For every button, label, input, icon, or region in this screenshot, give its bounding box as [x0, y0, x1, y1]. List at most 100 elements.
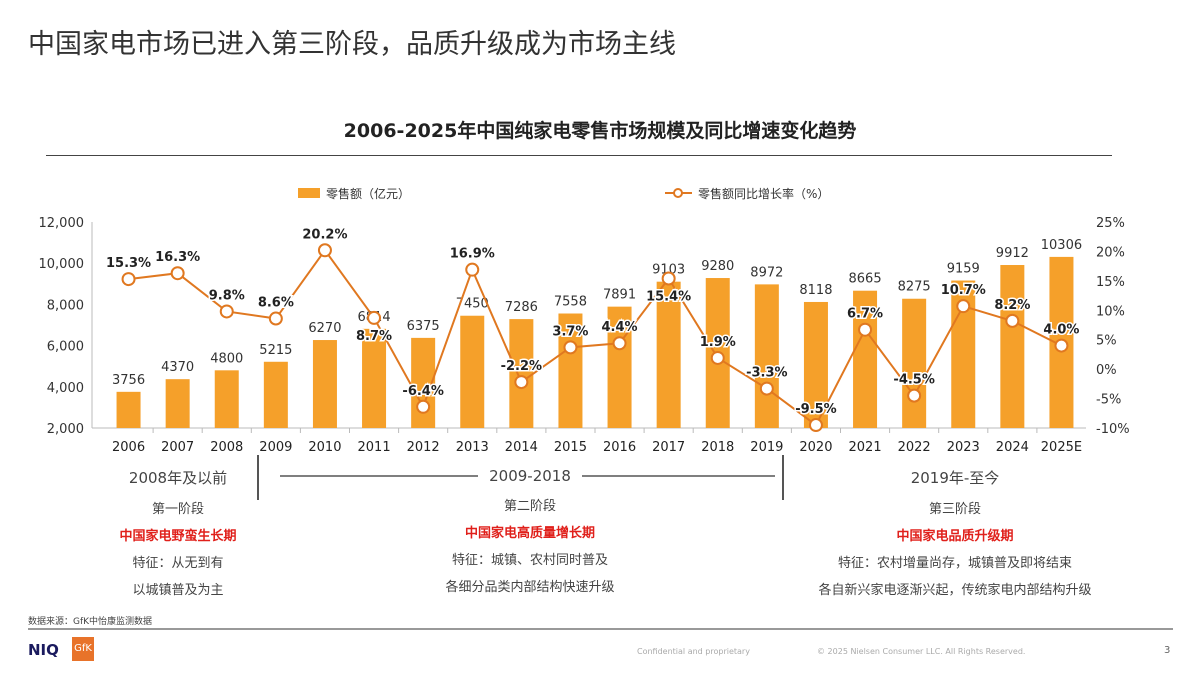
- stage-theme: 中国家电高质量增长期: [464, 526, 595, 541]
- bar: [803, 301, 828, 428]
- growth-point: [268, 311, 283, 326]
- right-tick-label: 15%: [1096, 275, 1125, 290]
- growth-point: [612, 336, 627, 351]
- bar-value-label: 9912: [996, 246, 1029, 261]
- x-tick-label: 2009: [259, 440, 292, 455]
- legend-line-marker: [673, 188, 683, 198]
- bar-value-label: 7558: [554, 295, 587, 310]
- bar: [607, 306, 632, 428]
- bar-value-label: 4800: [210, 351, 243, 366]
- stage-desc: 以城镇普及为主: [132, 583, 224, 598]
- growth-point: [317, 243, 332, 258]
- bar: [116, 391, 141, 428]
- copyright-text: © 2025 Nielsen Consumer LLC. All Rights …: [817, 647, 1026, 656]
- growth-point: [465, 262, 480, 277]
- legend-bar-label: 零售额（亿元）: [326, 186, 410, 201]
- right-tick-label: 10%: [1096, 304, 1125, 319]
- stage-period: 2009-2018: [489, 467, 571, 485]
- growth-point: [808, 418, 823, 433]
- stage-theme: 中国家电野蛮生长期: [119, 529, 237, 544]
- niq-logo: NIQ: [28, 641, 59, 659]
- growth-point: [759, 381, 774, 396]
- growth-value-label: 15.3%: [106, 256, 151, 271]
- footer-divider: [28, 628, 1173, 630]
- bar: [165, 379, 190, 428]
- bar-value-label: 9103: [652, 263, 685, 278]
- growth-value-label: -2.2%: [501, 359, 542, 374]
- right-tick-label: 20%: [1096, 245, 1125, 260]
- bar-value-label: 9280: [701, 259, 734, 274]
- growth-point: [710, 350, 725, 365]
- bar: [263, 361, 288, 428]
- legend-bar-swatch: [298, 188, 320, 198]
- growth-value-label: 16.9%: [450, 247, 495, 262]
- gfk-logo: GfK: [72, 637, 94, 661]
- x-tick-label: 2011: [358, 440, 391, 455]
- growth-point: [1005, 313, 1020, 328]
- growth-value-label: 8.2%: [994, 298, 1030, 313]
- bar: [362, 328, 387, 428]
- bar-value-label: 8665: [849, 272, 882, 287]
- bar-value-label: 4370: [161, 360, 194, 375]
- stage-desc: 特征：城镇、农村同时普及: [451, 553, 608, 568]
- growth-value-label: 20.2%: [302, 227, 347, 242]
- stage-desc: 各细分品类内部结构快速升级: [445, 580, 615, 595]
- bar: [656, 281, 681, 428]
- right-tick-label: 25%: [1096, 216, 1125, 231]
- x-tick-label: 2014: [505, 440, 538, 455]
- left-tick-label: 8,000: [47, 298, 84, 313]
- growth-value-label: -3.3%: [746, 366, 787, 381]
- left-tick-label: 6,000: [47, 340, 84, 355]
- stage-period: 2019年-至今: [910, 469, 1000, 487]
- legend-line-label: 零售额同比增长率（%）: [698, 186, 829, 201]
- growth-value-label: -4.5%: [893, 373, 934, 388]
- growth-point: [367, 310, 382, 325]
- left-tick-label: 12,000: [39, 216, 85, 231]
- stage-name: 第二阶段: [503, 499, 556, 514]
- growth-value-label: 16.3%: [155, 250, 200, 265]
- growth-point: [170, 266, 185, 281]
- growth-value-label: 6.7%: [847, 307, 883, 322]
- x-tick-label: 2017: [652, 440, 685, 455]
- growth-value-label: 15.4%: [646, 290, 691, 305]
- stage-1: 2008年及以前 第一阶段 中国家电野蛮生长期 特征：从无到有 以城镇普及为主: [8, 467, 348, 606]
- bar: [853, 290, 878, 428]
- growth-value-label: 9.8%: [209, 288, 245, 303]
- growth-point: [219, 304, 234, 319]
- growth-value-label: 8.7%: [356, 329, 392, 344]
- bar-value-label: 6270: [308, 321, 341, 336]
- bar-value-label: 8275: [898, 280, 931, 295]
- right-tick-label: 5%: [1096, 334, 1117, 349]
- left-tick-label: 4,000: [47, 381, 84, 396]
- bar-value-label: 8118: [799, 283, 832, 298]
- growth-value-label: 3.7%: [552, 324, 588, 339]
- chart-title: 2006-2025年中国纯家电零售市场规模及同比增速变化趋势: [343, 120, 857, 142]
- page-number: 3: [1164, 645, 1171, 656]
- growth-point: [514, 375, 529, 390]
- confidential-text: Confidential and proprietary: [637, 647, 750, 656]
- bar: [312, 340, 337, 428]
- growth-point: [563, 340, 578, 355]
- growth-point: [416, 399, 431, 414]
- bar-value-label: 10306: [1041, 238, 1082, 253]
- x-tick-label: 2018: [701, 440, 734, 455]
- data-source: 数据来源：GfK中怡康监测数据: [28, 617, 153, 627]
- page-title: 中国家电市场已进入第三阶段，品质升级成为市场主线: [28, 29, 676, 60]
- x-tick-label: 2025E: [1041, 440, 1082, 455]
- x-tick-label: 2007: [161, 440, 194, 455]
- x-tick-label: 2021: [849, 440, 882, 455]
- x-tick-label: 2013: [456, 440, 489, 455]
- growth-point: [956, 299, 971, 314]
- stage-name: 第一阶段: [151, 502, 204, 517]
- right-tick-label: -5%: [1096, 393, 1121, 408]
- left-tick-label: 10,000: [39, 257, 85, 272]
- x-tick-label: 2012: [407, 440, 440, 455]
- stage-3: 2019年-至今 第三阶段 中国家电品质升级期 特征：农村增量尚存，城镇普及即将结束各…: [785, 467, 1125, 606]
- growth-point: [858, 322, 873, 337]
- bar-value-label: 7286: [505, 300, 538, 315]
- growth-point: [907, 388, 922, 403]
- stage-desc: 各自新兴家电逐渐兴起，传统家电内部结构升级: [818, 583, 1092, 598]
- x-tick-label: 2024: [996, 440, 1029, 455]
- bar: [460, 315, 485, 428]
- growth-value-label: 10.7%: [941, 283, 986, 298]
